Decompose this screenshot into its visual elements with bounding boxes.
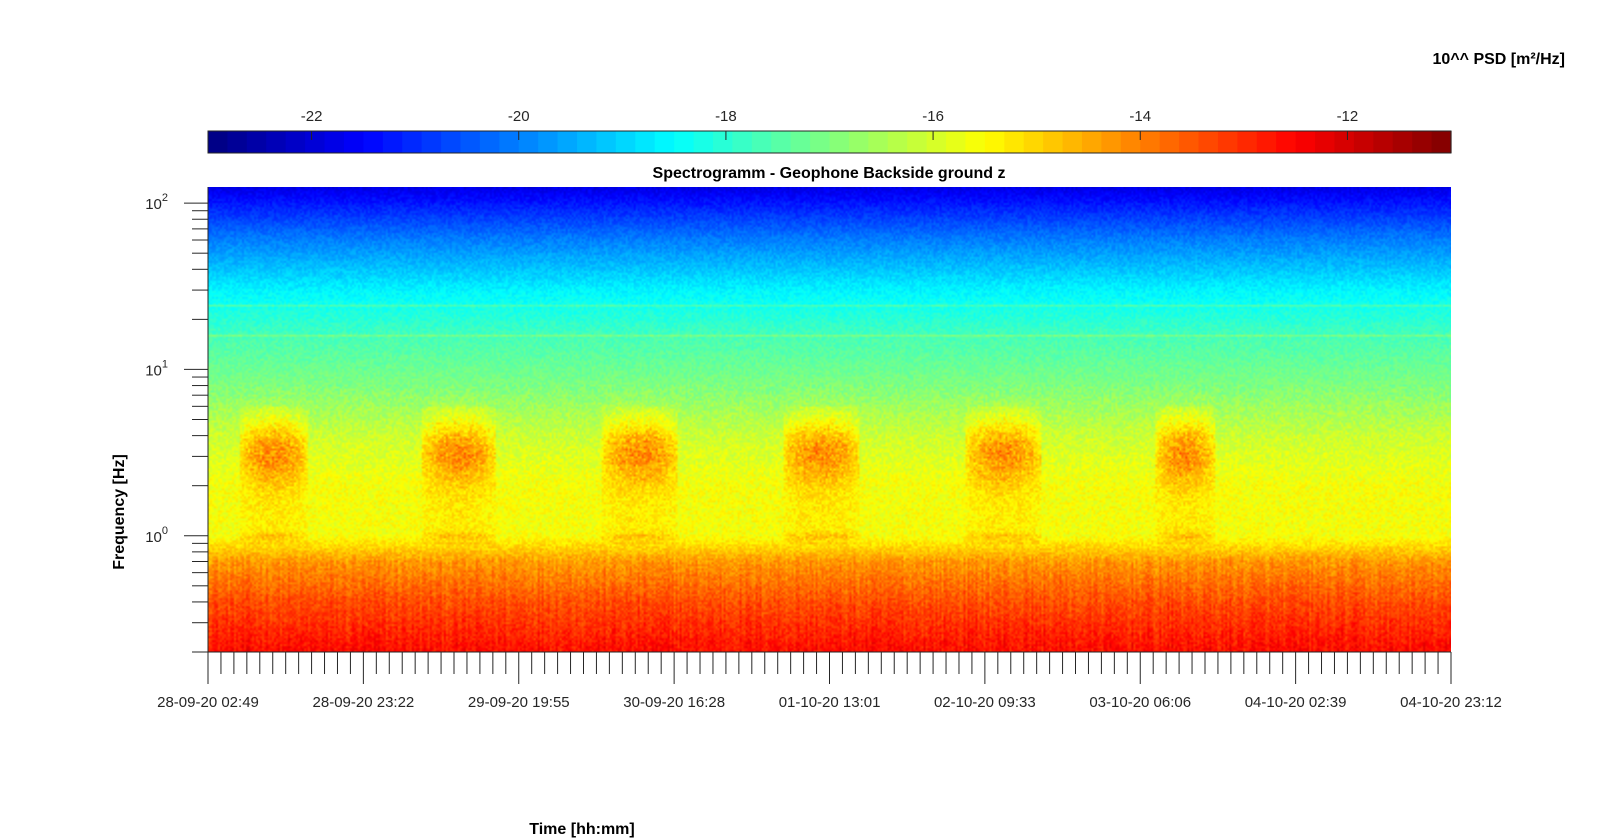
- colorbar-cell: [246, 131, 267, 153]
- colorbar-tick-label: -20: [508, 108, 530, 125]
- colorbar-cell: [1315, 131, 1336, 153]
- colorbar-cell: [1081, 131, 1102, 153]
- colorbar-cell: [654, 131, 675, 153]
- x-tick-label: 02-10-20 09:33: [934, 694, 1036, 711]
- colorbar-cell: [518, 131, 539, 153]
- colorbar-cell: [965, 131, 986, 153]
- x-tick-label: 29-09-20 19:55: [468, 694, 570, 711]
- colorbar-cell: [479, 131, 500, 153]
- colorbar-cell: [285, 131, 306, 153]
- colorbar-cell: [1373, 131, 1394, 153]
- colorbar-tick-label: -22: [301, 108, 323, 125]
- colorbar-cell: [382, 131, 403, 153]
- colorbar-cell: [1295, 131, 1316, 153]
- spectrogram-heatmap: [208, 187, 1451, 652]
- colorbar-cell: [324, 131, 345, 153]
- y-tick-label: 100: [145, 525, 168, 546]
- x-tick-label: 03-10-20 06:06: [1089, 694, 1191, 711]
- colorbar-cell: [1159, 131, 1180, 153]
- x-axis: 28-09-20 02:49 28-09-20 23:22 29-09-20 19:…: [157, 651, 1502, 711]
- colorbar-cell: [1062, 131, 1083, 153]
- colorbar-cell: [421, 131, 442, 153]
- colorbar-cell: [829, 131, 850, 153]
- colorbar-cell: [1217, 131, 1238, 153]
- colorbar-cell: [771, 131, 792, 153]
- colorbar-cell: [790, 131, 811, 153]
- colorbar: -22 -20 -18 -16 -14 -12: [207, 108, 1452, 154]
- colorbar-cell: [441, 131, 462, 153]
- colorbar-cell: [1431, 131, 1452, 153]
- colorbar-cell: [1237, 131, 1258, 153]
- colorbar-label: 10^^ PSD [m²/Hz]: [1433, 51, 1565, 68]
- colorbar-cell: [946, 131, 967, 153]
- colorbar-cell: [848, 131, 869, 153]
- colorbar-cell: [810, 131, 831, 153]
- colorbar-cell: [984, 131, 1005, 153]
- x-tick-label: 04-10-20 02:39: [1245, 694, 1347, 711]
- colorbar-cell: [732, 131, 753, 153]
- colorbar-cell: [343, 131, 364, 153]
- x-tick-label: 28-09-20 02:49: [157, 694, 259, 711]
- colorbar-cell: [1140, 131, 1161, 153]
- colorbar-cell: [577, 131, 598, 153]
- colorbar-cell: [1392, 131, 1413, 153]
- colorbar-cell: [887, 131, 908, 153]
- colorbar-cell: [907, 131, 928, 153]
- colorbar-cell: [538, 131, 559, 153]
- colorbar-cell: [693, 131, 714, 153]
- colorbar-cell: [868, 131, 889, 153]
- y-axis-label: Frequency [Hz]: [111, 454, 128, 570]
- colorbar-tick-label: -18: [715, 108, 737, 125]
- colorbar-tick-label: -12: [1337, 108, 1359, 125]
- colorbar-tick-label: -14: [1129, 108, 1151, 125]
- x-axis-label: Time [hh:mm]: [529, 821, 634, 838]
- colorbar-cell: [1043, 131, 1064, 153]
- x-tick-label: 01-10-20 13:01: [779, 694, 881, 711]
- colorbar-cell: [363, 131, 384, 153]
- colorbar-cell: [926, 131, 947, 153]
- colorbar-tick-label: -16: [922, 108, 944, 125]
- y-tick-label: 102: [145, 192, 168, 213]
- colorbar-cell: [751, 131, 772, 153]
- colorbar-cell: [1101, 131, 1122, 153]
- colorbar-cell: [1179, 131, 1200, 153]
- colorbar-cell: [1004, 131, 1025, 153]
- colorbar-cell: [1120, 131, 1141, 153]
- colorbar-cell: [557, 131, 578, 153]
- colorbar-cell: [208, 131, 229, 153]
- colorbar-cell: [596, 131, 617, 153]
- y-axis: 102 101 100: [145, 187, 209, 653]
- heatmap-plot-area: [208, 187, 1451, 652]
- x-tick-label: 28-09-20 23:22: [313, 694, 415, 711]
- colorbar-cell: [712, 131, 733, 153]
- colorbar-cell: [1023, 131, 1044, 153]
- y-tick-label: 101: [145, 358, 168, 379]
- colorbar-cell: [1256, 131, 1277, 153]
- colorbar-cell: [499, 131, 520, 153]
- colorbar-cell: [1276, 131, 1297, 153]
- colorbar-cell: [1198, 131, 1219, 153]
- chart-title: Spectrogramm - Geophone Backside ground …: [653, 165, 1006, 182]
- colorbar-cell: [402, 131, 423, 153]
- x-tick-label: 04-10-20 23:12: [1400, 694, 1502, 711]
- colorbar-cell: [674, 131, 695, 153]
- colorbar-cell: [266, 131, 287, 153]
- x-tick-label: 30-09-20 16:28: [623, 694, 725, 711]
- colorbar-cell: [1412, 131, 1433, 153]
- colorbar-cell: [615, 131, 636, 153]
- colorbar-cell: [460, 131, 481, 153]
- colorbar-cell: [305, 131, 326, 153]
- colorbar-cell: [635, 131, 656, 153]
- colorbar-cell: [1334, 131, 1355, 153]
- colorbar-cell: [1353, 131, 1374, 153]
- colorbar-cell: [227, 131, 248, 153]
